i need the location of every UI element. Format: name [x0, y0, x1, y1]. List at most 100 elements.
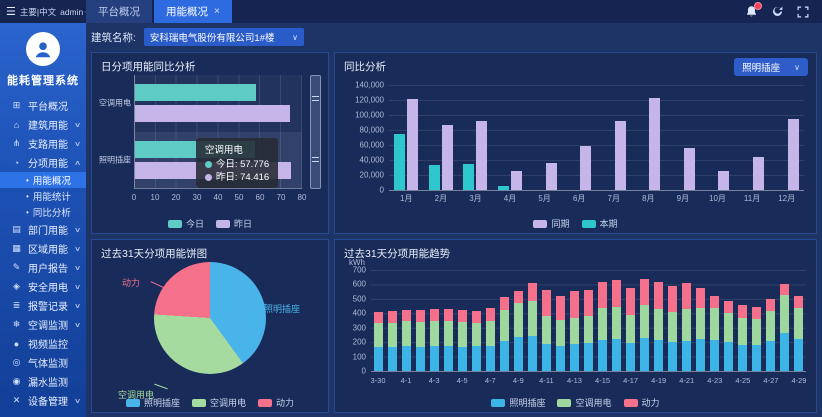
legend-item[interactable]: 动力 — [258, 396, 294, 409]
legend-item[interactable]: 照明插座 — [491, 396, 545, 409]
sidebar-item-department-energy[interactable]: ▤ 部门用能 ∨ — [0, 220, 86, 239]
stacked-bar[interactable] — [766, 270, 776, 371]
user-menu[interactable]: admin — [60, 7, 89, 17]
stacked-bar[interactable] — [626, 270, 636, 371]
sidebar-item-branch-energy[interactable]: ⋔ 支路用能 ∨ — [0, 134, 86, 153]
stacked-bar[interactable] — [654, 270, 664, 371]
legend-item[interactable]: 照明插座 — [125, 396, 180, 409]
sidebar-item-leak-monitoring[interactable]: ◉ 漏水监测 — [0, 372, 86, 391]
legend-item[interactable]: 动力 — [623, 396, 660, 409]
stacked-bar[interactable] — [457, 270, 467, 371]
energy-structure-pie[interactable] — [154, 262, 266, 374]
sidebar-item-gas-monitoring[interactable]: ◎ 气体监测 — [0, 353, 86, 372]
legend-item[interactable]: 空调用电 — [557, 396, 612, 409]
sidebar-item-subitem-energy[interactable]: ◔ 分项用能 ∧ — [0, 153, 86, 172]
bar-本期[interactable] — [463, 163, 475, 190]
stacked-bar[interactable] — [569, 270, 579, 371]
monthly-yoy-chart[interactable]: 140,000 120,000 100,000 80,000 60,000 40,000 2… — [355, 81, 804, 203]
sidebar-item-safe-power[interactable]: ◈ 安全用电 ∨ — [0, 277, 86, 296]
legend-item[interactable]: 本期 — [581, 217, 618, 230]
stacked-bar[interactable] — [682, 270, 692, 371]
sidebar-item-video-monitoring[interactable]: ● 视频监控 — [0, 334, 86, 353]
bar-同期[interactable] — [545, 163, 557, 190]
tab-platform-overview[interactable]: 平台概况 — [86, 0, 152, 23]
stacked-bar[interactable] — [485, 270, 495, 371]
bar-本期[interactable] — [498, 186, 510, 190]
bar-同期[interactable] — [407, 98, 419, 190]
sidebar-subitem-energy-stats[interactable]: • 用能统计 — [0, 188, 86, 204]
sidebar-subitem-yoy-analysis[interactable]: • 同比分析 — [0, 204, 86, 220]
bar-今日[interactable] — [135, 84, 256, 102]
datazoom-handle-top[interactable] — [312, 96, 319, 102]
sidebar-item-building-energy[interactable]: ⌂ 建筑用能 ∨ — [0, 115, 86, 134]
folder-icon: ▤ — [12, 224, 21, 234]
bar-本期[interactable] — [394, 133, 406, 190]
sidebar-item-region-energy[interactable]: ▦ 区域用能 ∨ — [0, 239, 86, 258]
stacked-bar[interactable] — [738, 270, 748, 371]
datazoom-slider[interactable] — [310, 75, 321, 189]
bar-同期[interactable] — [649, 97, 661, 190]
stacked-bar[interactable] — [555, 270, 565, 371]
y-tick: 0 — [361, 366, 366, 376]
bar-同期[interactable] — [511, 170, 523, 190]
bar-同期[interactable] — [753, 157, 765, 190]
menu-toggle-icon[interactable]: ☰ — [6, 6, 16, 18]
energy-trend-chart[interactable]: 700 600 500 400 300 200 100 0 — [353, 266, 806, 376]
stacked-bar[interactable] — [429, 270, 439, 371]
subitem-dropdown[interactable]: 照明插座 — [734, 58, 808, 76]
tab-close-icon[interactable]: × — [214, 6, 220, 17]
bar-同期[interactable] — [614, 121, 626, 190]
legend-item[interactable]: 同期 — [533, 217, 570, 230]
stacked-bar[interactable] — [401, 270, 411, 371]
tab-energy-overview[interactable]: 用能概况 × — [154, 0, 232, 23]
bar-同期[interactable] — [683, 148, 695, 190]
fullscreen-icon[interactable] — [796, 5, 810, 19]
sidebar-item-platform-overview[interactable]: ⊞ 平台概况 — [0, 96, 86, 115]
stacked-bar[interactable] — [541, 270, 551, 371]
bar-同期[interactable] — [580, 145, 592, 190]
bar-同期[interactable] — [476, 121, 488, 190]
building-select[interactable]: 安科瑞电气股份有限公司1#楼 — [143, 28, 304, 46]
stacked-bar[interactable] — [471, 270, 481, 371]
x-tick: 6月 — [572, 194, 586, 203]
bar-同期[interactable] — [441, 124, 453, 190]
stacked-bar[interactable] — [696, 270, 706, 371]
stacked-bar[interactable] — [640, 270, 650, 371]
stacked-bar[interactable] — [668, 270, 678, 371]
sidebar-item-user-report[interactable]: ✎ 用户报告 ∨ — [0, 258, 86, 277]
sidebar-subitem-energy-overview[interactable]: • 用能概况 — [0, 172, 86, 188]
bar-同期[interactable] — [718, 170, 730, 190]
stacked-bar[interactable] — [752, 270, 762, 371]
stacked-bar[interactable] — [443, 270, 453, 371]
sidebar-item-device-management[interactable]: ✕ 设备管理 ∨ — [0, 391, 86, 410]
sidebar-item-ac-monitoring[interactable]: ❄ 空调监测 ∨ — [0, 315, 86, 334]
stacked-bar[interactable] — [583, 270, 593, 371]
day-slot-4-20 — [666, 270, 680, 371]
notification-bell-icon[interactable] — [744, 1, 762, 19]
stacked-bar[interactable] — [794, 270, 804, 371]
datazoom-handle-bottom[interactable] — [312, 156, 319, 162]
y-tick: 40,000 — [359, 155, 384, 165]
bar-本期[interactable] — [428, 165, 440, 190]
stacked-bar[interactable] — [513, 270, 523, 371]
stacked-bar[interactable] — [527, 270, 537, 371]
refresh-icon[interactable] — [770, 5, 784, 19]
bar-昨日[interactable] — [135, 105, 291, 123]
bar-同期[interactable] — [787, 118, 799, 190]
legend-item[interactable]: 昨日 — [216, 217, 252, 230]
legend-item[interactable]: 今日 — [167, 217, 204, 230]
stacked-bar[interactable] — [710, 270, 720, 371]
stacked-bar[interactable] — [612, 270, 622, 371]
stacked-bar[interactable] — [387, 270, 397, 371]
stacked-bar[interactable] — [373, 270, 383, 371]
segment-动力 — [471, 310, 481, 323]
sidebar-item-alarm-records[interactable]: ≣ 报警记录 ∨ — [0, 296, 86, 315]
stacked-bar[interactable] — [499, 270, 509, 371]
stacked-bar[interactable] — [724, 270, 734, 371]
legend-item[interactable]: 空调用电 — [191, 396, 246, 409]
stacked-bar[interactable] — [598, 270, 608, 371]
language-switcher[interactable]: 主要|中文 — [19, 6, 57, 17]
segment-空调用电 — [415, 321, 425, 347]
stacked-bar[interactable] — [415, 270, 425, 371]
stacked-bar[interactable] — [780, 270, 790, 371]
